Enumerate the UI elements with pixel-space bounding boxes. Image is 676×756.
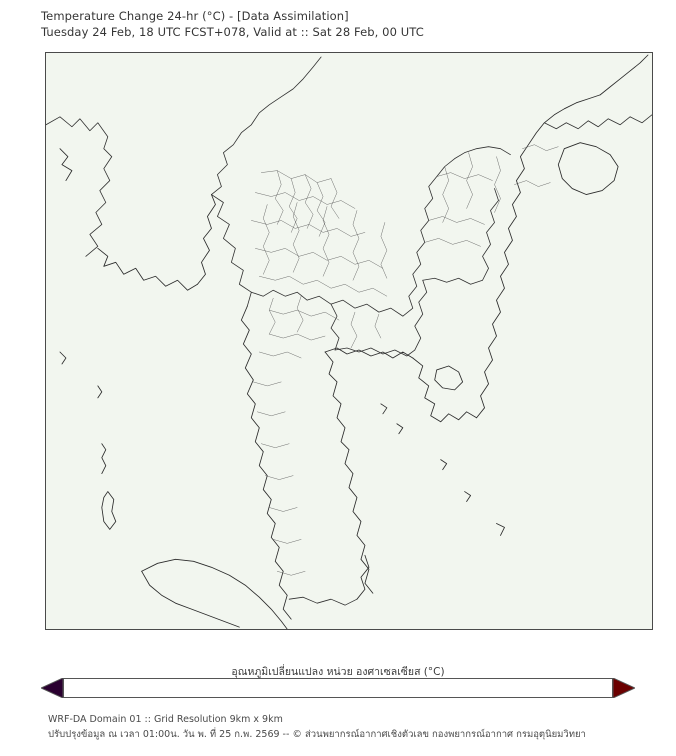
colorbar xyxy=(39,677,637,699)
colorbar-label: อุณหภูมิเปลี่ยนแปลง หน่วย องศาเซลเซียส (… xyxy=(231,666,445,678)
page-title: Temperature Change 24-hr (°C) - [Data As… xyxy=(41,9,349,23)
map-plot-area xyxy=(45,52,653,630)
update-credit-info: ปรับปรุงข้อมูล ณ เวลา 01:00น. วัน พ. ที่… xyxy=(48,729,586,740)
coastline-overlay xyxy=(46,54,652,629)
map-frame xyxy=(45,52,653,630)
colorbar-max-extend-cap xyxy=(612,677,637,699)
colorbar-gradient-body xyxy=(63,678,613,698)
model-domain-info: WRF-DA Domain 01 :: Grid Resolution 9km … xyxy=(48,714,283,725)
colorbar-min-extend-cap xyxy=(39,677,64,699)
forecast-validity-subtitle: Tuesday 24 Feb, 18 UTC FCST+078, Valid a… xyxy=(41,25,424,39)
colorbar-bands xyxy=(63,678,613,698)
footer-block: WRF-DA Domain 01 :: Grid Resolution 9km … xyxy=(48,712,658,742)
title-block: Temperature Change 24-hr (°C) - [Data As… xyxy=(41,8,641,40)
